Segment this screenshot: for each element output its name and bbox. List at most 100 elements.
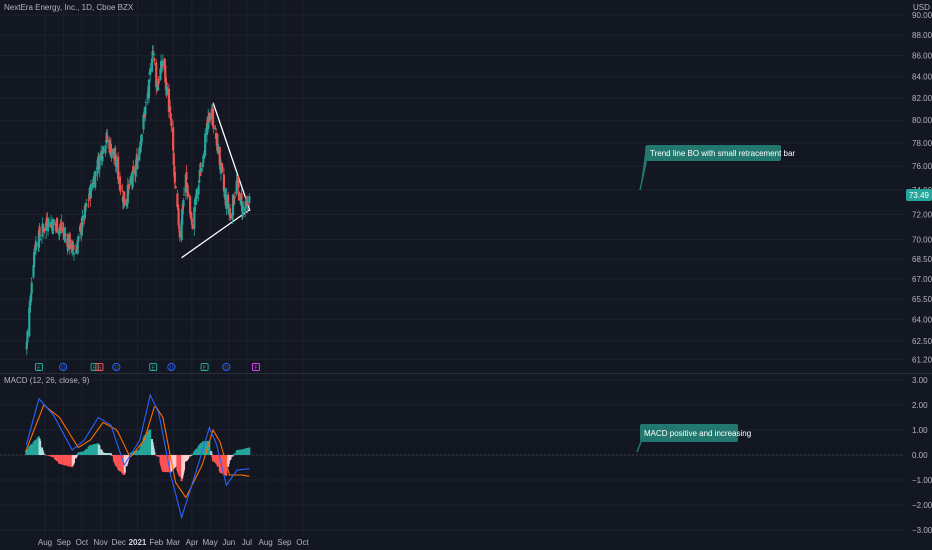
candle[interactable] [87, 193, 90, 209]
candle[interactable] [25, 340, 28, 356]
candle[interactable] [59, 226, 62, 237]
candle[interactable] [193, 199, 196, 236]
candle[interactable] [132, 160, 135, 174]
candle[interactable] [172, 120, 175, 154]
candle[interactable] [235, 172, 238, 197]
candle[interactable] [131, 168, 134, 190]
candle[interactable] [136, 154, 139, 170]
candle[interactable] [144, 99, 148, 109]
candle[interactable] [246, 195, 249, 214]
candle[interactable] [191, 218, 194, 230]
candle[interactable] [110, 148, 114, 159]
candle[interactable] [177, 204, 180, 230]
candle[interactable] [102, 148, 105, 155]
candle[interactable] [144, 105, 147, 122]
candle[interactable] [64, 226, 67, 243]
candle[interactable] [80, 226, 83, 237]
candle[interactable] [104, 144, 107, 157]
candle[interactable] [55, 217, 59, 234]
event-marker[interactable]: E [90, 363, 99, 372]
candle[interactable] [237, 190, 241, 201]
candle[interactable] [130, 171, 133, 182]
candle[interactable] [72, 252, 76, 261]
candle[interactable] [210, 104, 213, 118]
candle[interactable] [121, 183, 124, 193]
candle[interactable] [152, 45, 155, 53]
candle[interactable] [46, 222, 50, 237]
candle[interactable] [81, 209, 84, 234]
candle[interactable] [149, 63, 152, 83]
candle[interactable] [140, 133, 143, 147]
candle[interactable] [219, 158, 223, 181]
candle[interactable] [91, 178, 94, 191]
candle[interactable] [71, 240, 74, 244]
candle[interactable] [172, 149, 175, 167]
candle[interactable] [199, 162, 203, 172]
candle[interactable] [85, 198, 88, 212]
candle[interactable] [174, 184, 177, 189]
candle[interactable] [34, 235, 38, 256]
candle[interactable] [240, 189, 243, 204]
candle[interactable] [161, 54, 164, 72]
candle[interactable] [150, 52, 154, 73]
candle[interactable] [194, 194, 197, 212]
candle[interactable] [115, 156, 118, 174]
candle[interactable] [169, 100, 172, 114]
candle[interactable] [106, 136, 109, 149]
candle[interactable] [126, 177, 129, 209]
candle[interactable] [216, 135, 219, 155]
candle[interactable] [193, 207, 197, 220]
candle[interactable] [225, 187, 228, 215]
candle[interactable] [214, 124, 217, 131]
candle[interactable] [222, 167, 226, 198]
candle[interactable] [123, 191, 126, 206]
event-marker[interactable]: D [112, 362, 121, 372]
candle[interactable] [214, 128, 218, 146]
macd-line[interactable] [25, 393, 250, 520]
candle[interactable] [129, 174, 132, 186]
candle[interactable] [233, 191, 236, 204]
event-marker[interactable]: E [34, 363, 43, 372]
candle[interactable] [228, 209, 231, 221]
candle[interactable] [160, 60, 163, 73]
event-marker[interactable]: S [95, 363, 104, 372]
candle[interactable] [53, 219, 56, 225]
candle[interactable] [201, 156, 204, 173]
candle[interactable] [151, 44, 154, 62]
candle[interactable] [188, 194, 192, 215]
candle[interactable] [71, 239, 74, 257]
event-marker[interactable]: E [149, 363, 158, 372]
candle[interactable] [89, 179, 93, 199]
candle[interactable] [98, 153, 101, 178]
candle[interactable] [208, 112, 211, 123]
macd-annotation[interactable]: MACD positive and increasing [636, 424, 751, 453]
candle[interactable] [33, 250, 36, 274]
candle[interactable] [153, 57, 156, 66]
candle[interactable] [45, 220, 48, 240]
candle[interactable] [195, 198, 198, 204]
candle[interactable] [47, 216, 50, 232]
candle[interactable] [170, 117, 173, 133]
candle[interactable] [211, 102, 215, 129]
candle[interactable] [155, 58, 158, 95]
candle[interactable] [182, 197, 185, 215]
candle[interactable] [46, 212, 49, 229]
candle[interactable] [94, 170, 97, 191]
candlestick-series[interactable] [25, 44, 251, 356]
candle[interactable] [36, 241, 39, 247]
candle[interactable] [157, 75, 160, 87]
candle[interactable] [123, 199, 126, 206]
event-marker[interactable]: E [200, 363, 209, 372]
candle[interactable] [221, 162, 224, 174]
candle[interactable] [197, 184, 200, 202]
candle[interactable] [58, 223, 61, 241]
candle[interactable] [60, 214, 63, 234]
candle[interactable] [26, 329, 29, 349]
candle[interactable] [72, 241, 75, 254]
candle[interactable] [101, 151, 104, 166]
event-marker[interactable]: D [167, 362, 176, 372]
candle[interactable] [95, 159, 99, 177]
candle[interactable] [42, 223, 45, 239]
candle[interactable] [33, 247, 36, 262]
